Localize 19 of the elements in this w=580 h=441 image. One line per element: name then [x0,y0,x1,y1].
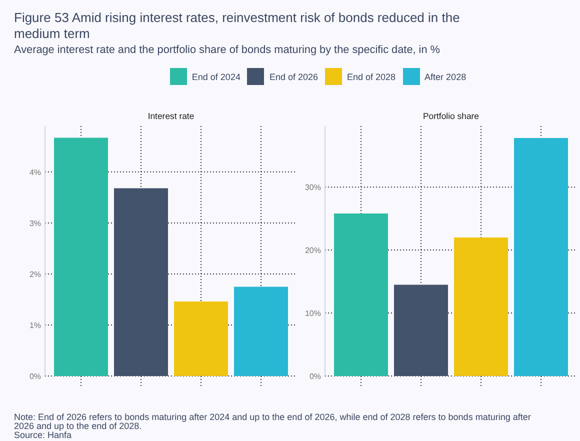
source-note: Source: Hanfa [14,430,72,440]
y-tick-label: 2% [29,270,41,279]
y-tick-label: 0% [29,372,41,381]
chart-title: Interest rate [148,111,194,121]
y-tick-label: 20% [304,246,321,255]
y-tick-label: 3% [29,218,41,228]
legend-label: After 2028 [424,72,466,82]
text: Note: End of 2026 refers to bonds maturing after 2024 and up to the end of 2026, while end of 2028 refers to bonds maturing after 2026 and up to the end of 2028. [14,412,531,432]
y-tick-label: 1% [29,320,41,330]
y-tick-label: 0% [309,372,321,381]
legend-label: End of 2026 [269,72,318,82]
legend-label: End of 2028 [347,72,396,82]
y-tick-label: 4% [29,168,41,177]
text: Average interest rate and the portfolio share of bonds maturing by the specific date, in % [14,44,440,56]
legend-label: End of 2024 [192,72,240,82]
chart-title: Portfolio share [422,111,479,121]
text: Figure 53 Amid rising interest rates, reinvestment risk of bonds reduced in the medium term [14,10,460,40]
y-tick-label: 30% [304,182,321,192]
y-tick-label: 10% [304,308,321,318]
